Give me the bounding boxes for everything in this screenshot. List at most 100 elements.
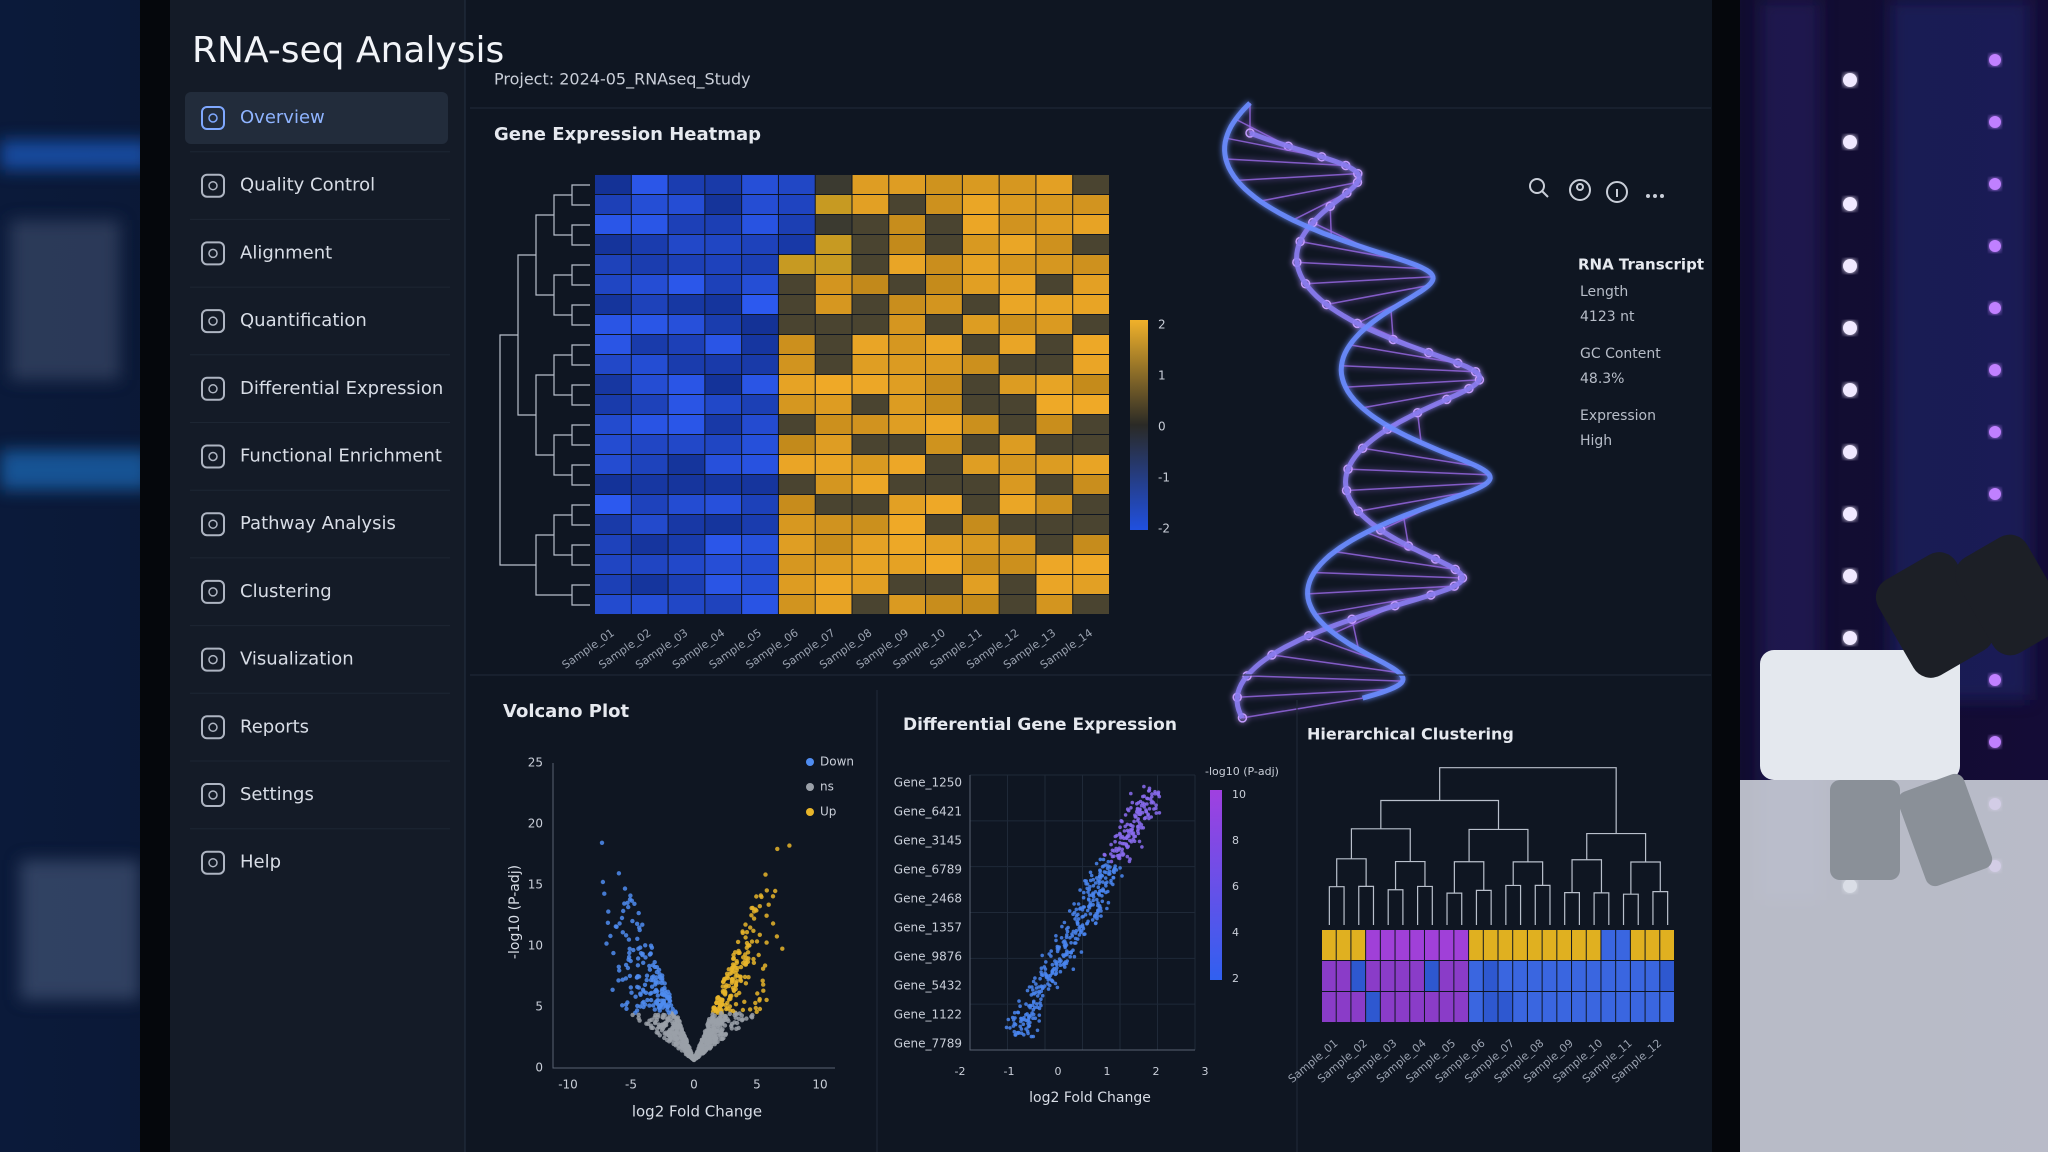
heatmap-cell bbox=[926, 475, 962, 494]
more-icon[interactable] bbox=[1646, 194, 1664, 198]
dge-point bbox=[1037, 1019, 1041, 1023]
volcano-point bbox=[713, 1036, 719, 1041]
heatmap-cell bbox=[1036, 495, 1073, 514]
dge-point bbox=[1075, 921, 1080, 925]
nav-item[interactable]: Differential Expression bbox=[190, 354, 450, 401]
dge-point bbox=[1024, 1002, 1028, 1006]
helix-rung bbox=[1225, 158, 1346, 167]
dge-point bbox=[1050, 969, 1054, 974]
heatmap-cell bbox=[815, 475, 852, 494]
heatmap-cell bbox=[926, 255, 962, 274]
volcano-point bbox=[622, 901, 627, 906]
nav-item[interactable]: Alignment bbox=[190, 218, 450, 266]
helix-rung bbox=[1305, 275, 1433, 285]
dge-point bbox=[1101, 857, 1106, 862]
heatmap-cell bbox=[595, 215, 631, 234]
volcano-point bbox=[636, 1015, 641, 1021]
volcano-point bbox=[651, 1003, 656, 1008]
heatmap-cell bbox=[889, 335, 926, 354]
heatmap-cell bbox=[705, 235, 742, 254]
dge-point bbox=[1126, 833, 1130, 837]
volcano-point bbox=[636, 910, 641, 916]
nav-item[interactable]: Help bbox=[190, 828, 450, 875]
dge-point bbox=[1039, 966, 1044, 970]
heatmap-cell bbox=[668, 275, 705, 294]
dendrogram-branch bbox=[1512, 861, 1544, 886]
volcano-point bbox=[704, 1042, 710, 1048]
dge-point bbox=[1066, 925, 1070, 930]
heatmap-cell bbox=[705, 555, 742, 574]
nav-item[interactable]: Settings bbox=[190, 760, 450, 807]
heatmap-cell bbox=[595, 375, 631, 394]
heatmap-cell bbox=[705, 495, 742, 514]
dge-point bbox=[1153, 791, 1157, 796]
dge-point bbox=[1100, 899, 1105, 904]
helix-rung bbox=[1237, 688, 1391, 699]
dge-point bbox=[1054, 938, 1058, 943]
volcano-point bbox=[662, 1031, 667, 1036]
dge-point bbox=[1096, 901, 1100, 905]
nav-item[interactable]: Pathway Analysis bbox=[190, 489, 450, 537]
heatmap-cell bbox=[1073, 355, 1109, 374]
dge-point bbox=[1103, 853, 1107, 857]
user-icon[interactable] bbox=[1569, 179, 1591, 201]
helix-rung bbox=[1362, 447, 1477, 468]
volcano-point bbox=[727, 1011, 732, 1017]
dge-point bbox=[1091, 898, 1095, 903]
nav-icon bbox=[201, 173, 225, 198]
nav-item[interactable]: Functional Enrichment bbox=[190, 422, 450, 469]
nav-item[interactable]: Overview bbox=[185, 92, 448, 144]
heatmap-cell bbox=[631, 595, 668, 614]
cluster-cell bbox=[1454, 930, 1469, 960]
volcano-point bbox=[761, 988, 766, 993]
volcano-point bbox=[620, 1003, 625, 1008]
volcano-point bbox=[670, 1006, 675, 1012]
info-icon[interactable] bbox=[1606, 181, 1628, 203]
nav-item[interactable]: Clustering bbox=[190, 557, 450, 604]
dge-point bbox=[1088, 901, 1093, 905]
heatmap-cell bbox=[999, 535, 1036, 554]
dge-point bbox=[1012, 1029, 1017, 1034]
dge-point bbox=[1012, 1010, 1017, 1015]
nav-item[interactable]: Quality Control bbox=[190, 151, 450, 198]
dge-point bbox=[1147, 807, 1152, 811]
dge-point bbox=[1004, 1025, 1009, 1030]
led bbox=[1843, 259, 1857, 273]
volcano-point bbox=[665, 996, 670, 1001]
dge-point bbox=[1018, 1024, 1022, 1029]
heatmap-cell bbox=[889, 495, 926, 514]
heatmap-cell bbox=[742, 195, 778, 214]
volcano-point bbox=[649, 984, 655, 989]
dge-point bbox=[1099, 909, 1103, 913]
dge-point bbox=[1074, 907, 1079, 912]
heatmap-cell bbox=[852, 555, 889, 574]
cluster-cell bbox=[1351, 992, 1366, 1022]
volcano-point bbox=[656, 1005, 662, 1010]
lab-background bbox=[0, 0, 2030, 1000]
nav-icon-dot bbox=[208, 248, 218, 259]
dge-point bbox=[1096, 885, 1101, 889]
volcano-point bbox=[759, 894, 764, 900]
helix-node bbox=[1325, 201, 1335, 212]
cluster-cell bbox=[1469, 992, 1483, 1022]
heatmap-cell bbox=[668, 475, 705, 494]
nav-item[interactable]: Reports bbox=[190, 692, 450, 740]
dge-point bbox=[1054, 968, 1058, 973]
cluster-cell bbox=[1322, 930, 1336, 960]
helix-rung bbox=[1346, 482, 1487, 492]
heatmap-cell bbox=[705, 475, 742, 494]
dge-point bbox=[1073, 917, 1077, 921]
volcano-point bbox=[712, 1040, 717, 1045]
dge-point bbox=[1087, 893, 1092, 897]
dge-point bbox=[1040, 993, 1045, 998]
y-tick-label: 5 bbox=[535, 1000, 543, 1014]
heatmap-cell bbox=[815, 235, 852, 254]
heatmap-cell bbox=[705, 435, 742, 454]
nav-item[interactable]: Visualization bbox=[190, 625, 450, 672]
cluster-cell bbox=[1572, 992, 1586, 1022]
x-tick-label: -2 bbox=[955, 1065, 966, 1078]
volcano-point bbox=[620, 930, 625, 935]
dge-point bbox=[1047, 952, 1051, 956]
search-icon[interactable] bbox=[1529, 178, 1549, 198]
nav-item[interactable]: Quantification bbox=[190, 286, 450, 334]
